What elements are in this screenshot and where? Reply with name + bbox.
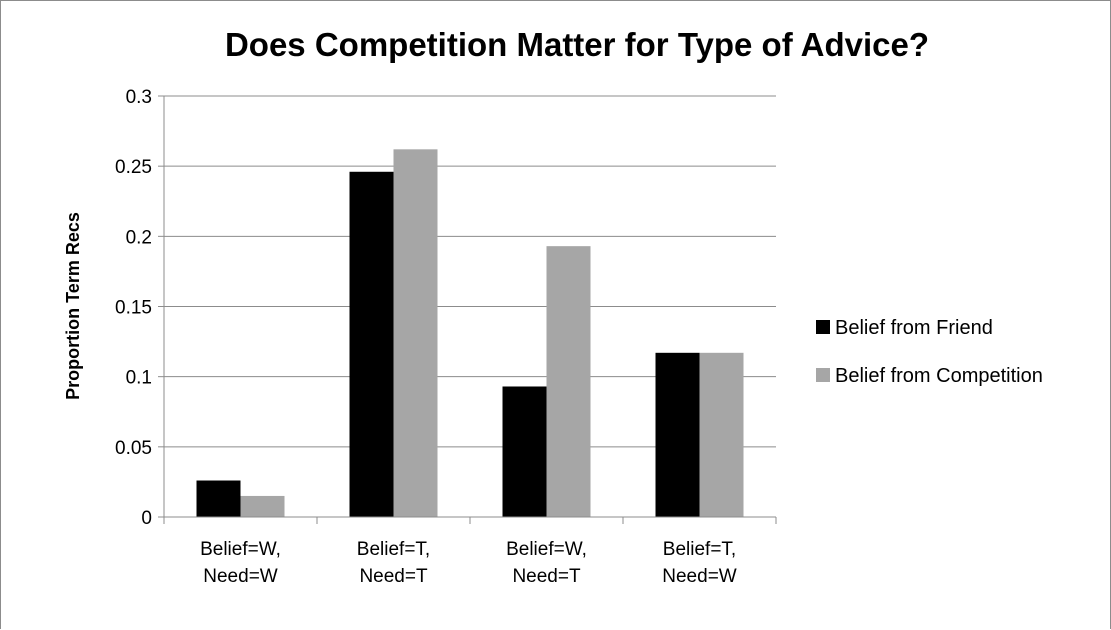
bar-belief-from-friend-4: [655, 352, 700, 517]
x-category-label: Belief=T, Need=W: [662, 539, 737, 587]
y-tick-label: 0.3: [126, 87, 152, 108]
bar-belief-from-competition-3: [546, 246, 591, 517]
y-tick-label: 0: [141, 508, 152, 529]
bar-belief-from-competition-4: [699, 352, 744, 517]
y-tick-label: 0.25: [115, 157, 152, 178]
y-tick-labels: 0 0.05 0.1 0.15 0.2 0.25 0.3: [115, 87, 152, 529]
x-category-label: Belief=W, Need=T: [506, 539, 587, 587]
bar-belief-from-competition-1: [240, 495, 285, 517]
x-category-label: Belief=W, Need=W: [200, 539, 281, 587]
x-category-labels: Belief=W, Need=W Belief=T, Need=T Belief=W, N…: [200, 539, 737, 587]
chart-title: Does Competition Matter for Type of Advi…: [225, 26, 929, 63]
bar-belief-from-competition-2: [393, 149, 438, 517]
bar-belief-from-friend-3: [502, 386, 547, 517]
y-tick-label: 0.15: [115, 298, 152, 319]
legend-swatch: [816, 320, 830, 334]
bar-belief-from-friend-1: [196, 480, 241, 517]
legend-label: Belief from Friend: [835, 317, 993, 339]
x-category-label: Belief=T, Need=T: [357, 539, 430, 587]
axes: [158, 95, 777, 524]
y-tick-label: 0.2: [126, 227, 152, 248]
legend-label: Belief from Competition: [835, 365, 1043, 387]
y-tick-label: 0.1: [126, 368, 152, 389]
y-tick-label: 0.05: [115, 438, 152, 459]
legend: Belief from Friend Belief from Competitio…: [816, 317, 1043, 387]
bars: [196, 149, 744, 517]
legend-swatch: [816, 368, 830, 382]
y-axis-label: Proportion Term Recs: [63, 212, 83, 400]
bar-belief-from-friend-2: [349, 171, 394, 517]
